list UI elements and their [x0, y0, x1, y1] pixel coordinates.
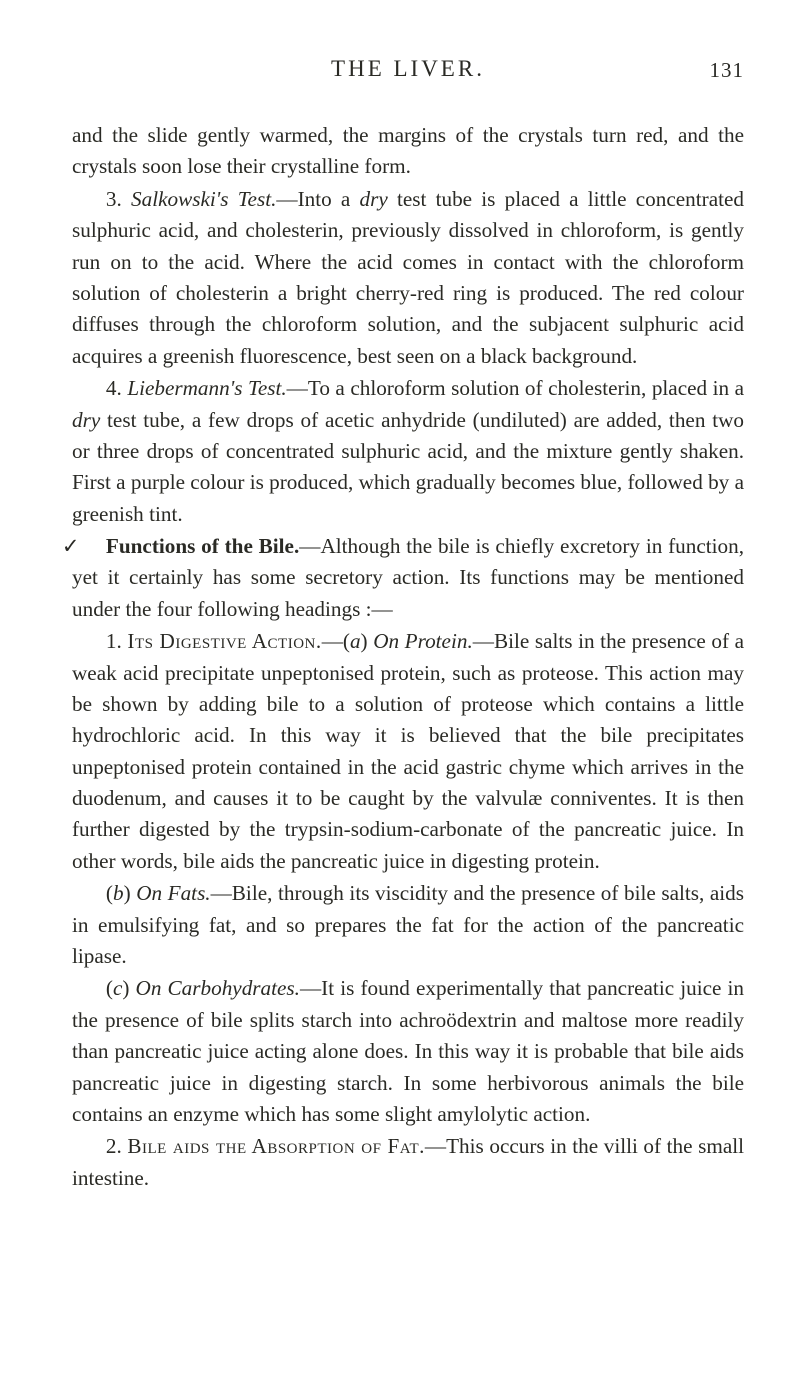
text: 2. [106, 1134, 127, 1158]
text-italic: Salkowski's Test. [131, 187, 276, 211]
text: and the slide gently warmed, the margins… [72, 123, 744, 178]
text-italic: dry [72, 408, 100, 432]
text: ) [122, 976, 135, 1000]
text: test tube, a few drops of acetic anhydri… [72, 408, 744, 526]
text: —( [322, 629, 350, 653]
text-italic: b [113, 881, 124, 905]
margin-tick-icon: ✓ [28, 531, 80, 562]
text: —To a chloroform solution of cholesterin… [287, 376, 744, 400]
paragraph-continuation: and the slide gently warmed, the margins… [72, 120, 744, 183]
paragraph-digestive-action: 1. Its Digestive Action.—(a) On Protein.… [72, 626, 744, 877]
text-italic: c [113, 976, 122, 1000]
page-number: 131 [710, 55, 745, 86]
small-caps: Its Digestive Action. [127, 629, 321, 653]
paragraph-test-4: 4. Liebermann's Test.—To a chloroform so… [72, 373, 744, 530]
paragraph-functions-heading: ✓ Functions of the Bile.—Although the bi… [72, 531, 744, 625]
text-italic: On Carbohydrates. [136, 976, 300, 1000]
text: ( [106, 881, 113, 905]
page: THE LIVER. 131 and the slide gently warm… [72, 52, 744, 1194]
text: ( [106, 976, 113, 1000]
text-italic: On Protein. [373, 629, 473, 653]
text-italic: On Fats. [136, 881, 210, 905]
paragraph-on-carbohydrates: (c) On Carbohydrates.—It is found experi… [72, 973, 744, 1130]
text-italic: a [350, 629, 361, 653]
paragraph-test-3: 3. Salkowski's Test.—Into a dry test tub… [72, 184, 744, 372]
text: —Into a [276, 187, 359, 211]
text: ) [124, 881, 137, 905]
text-italic: Liebermann's Test. [127, 376, 286, 400]
text: —Bile salts in the presence of a weak ac… [72, 629, 744, 873]
text: 4. [106, 376, 127, 400]
page-header: THE LIVER. 131 [72, 52, 744, 86]
paragraph-bile-absorption: 2. Bile aids the Absorption of Fat.—This… [72, 1131, 744, 1194]
paragraph-on-fats: (b) On Fats.—Bile, through its viscidity… [72, 878, 744, 972]
text: ) [361, 629, 374, 653]
running-title: THE LIVER. [331, 52, 485, 86]
text: 1. [106, 629, 127, 653]
small-caps: Bile aids the Absorption of Fat. [127, 1134, 425, 1158]
text: test tube is placed a little concentrate… [72, 187, 744, 368]
bold-heading: Functions of the Bile. [106, 534, 299, 558]
text-italic: dry [360, 187, 388, 211]
text: 3. [106, 187, 131, 211]
